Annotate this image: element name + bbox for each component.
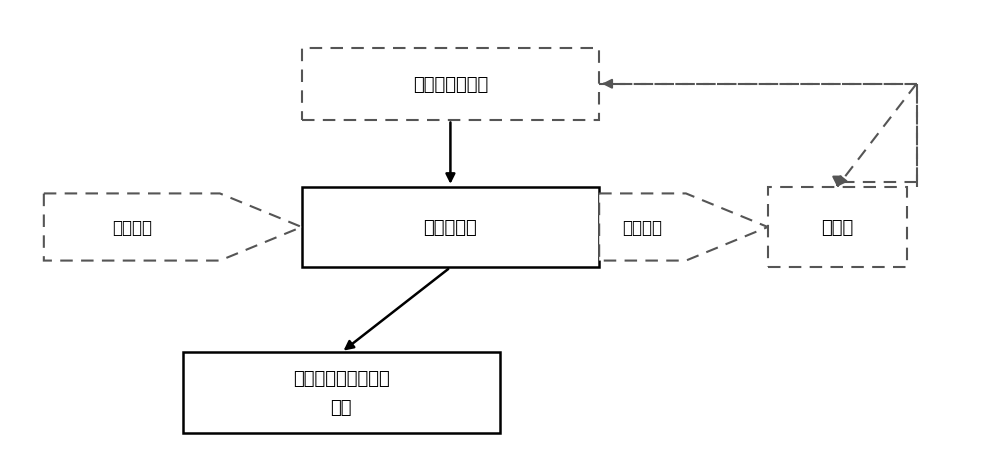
Text: 停车电磁阀: 停车电磁阀 [424, 218, 477, 237]
Text: 燃油出口: 燃油出口 [623, 218, 663, 237]
Polygon shape [44, 194, 302, 261]
Bar [302, 49, 599, 120]
Text: 发动机: 发动机 [821, 218, 853, 237]
Text: 停车电磁阀故障诊断
装置: 停车电磁阀故障诊断 装置 [293, 369, 390, 416]
Polygon shape [599, 194, 768, 261]
Text: 发动机控制单元: 发动机控制单元 [413, 76, 488, 94]
Text: 燃油入口: 燃油入口 [112, 218, 152, 237]
Bar [183, 353, 500, 433]
Bar [768, 187, 907, 268]
Bar [302, 187, 599, 268]
